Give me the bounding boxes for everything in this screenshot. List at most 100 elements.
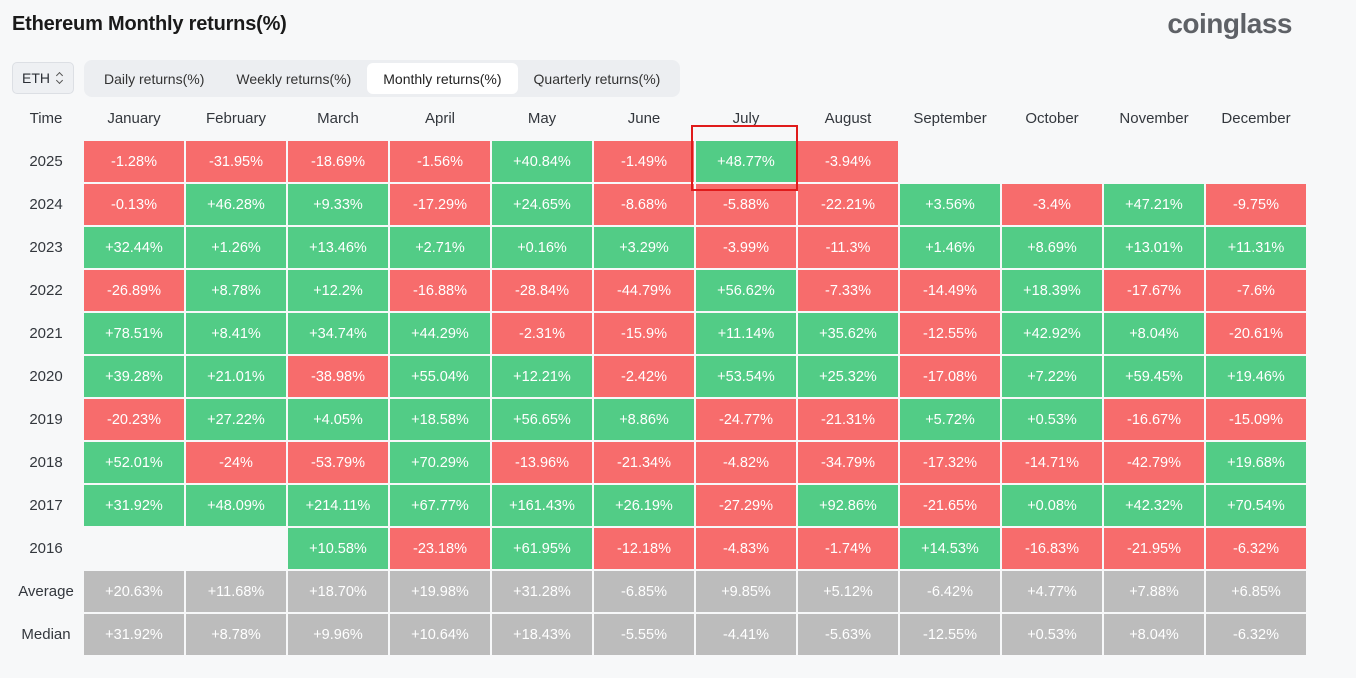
return-cell: -34.79% <box>798 442 898 483</box>
summary-cell: -12.55% <box>900 614 1000 655</box>
return-cell: +48.77% <box>696 141 796 182</box>
return-cell <box>84 528 184 569</box>
tab-monthly[interactable]: Monthly returns(%) <box>367 63 518 94</box>
summary-cell: +31.28% <box>492 571 592 612</box>
return-cell: +19.68% <box>1206 442 1306 483</box>
return-cell: +56.65% <box>492 399 592 440</box>
return-cell: -1.49% <box>594 141 694 182</box>
summary-cell: +6.85% <box>1206 571 1306 612</box>
return-cell <box>1002 141 1102 182</box>
return-cell: -23.18% <box>390 528 490 569</box>
return-cell: +61.95% <box>492 528 592 569</box>
return-cell: +35.62% <box>798 313 898 354</box>
asset-select-value: ETH <box>22 70 50 86</box>
return-cell: +10.58% <box>288 528 388 569</box>
return-cell: +18.39% <box>1002 270 1102 311</box>
return-cell: +39.28% <box>84 356 184 397</box>
return-cell: +11.31% <box>1206 227 1306 268</box>
return-cell <box>900 141 1000 182</box>
tab-weekly[interactable]: Weekly returns(%) <box>236 70 352 87</box>
return-cell: -17.08% <box>900 356 1000 397</box>
return-cell: +52.01% <box>84 442 184 483</box>
row-label-year: 2017 <box>29 497 63 514</box>
column-header-month: December <box>1221 110 1291 127</box>
return-cell: -17.32% <box>900 442 1000 483</box>
return-cell: +12.21% <box>492 356 592 397</box>
row-label-summary: Median <box>21 626 71 643</box>
return-cell: +31.92% <box>84 485 184 526</box>
return-cell: -3.99% <box>696 227 796 268</box>
summary-cell: -5.55% <box>594 614 694 655</box>
return-cell: -15.9% <box>594 313 694 354</box>
return-cell: -14.71% <box>1002 442 1102 483</box>
summary-cell: +8.78% <box>186 614 286 655</box>
column-header-month: July <box>732 110 760 127</box>
return-cell: -17.67% <box>1104 270 1204 311</box>
return-cell: +8.69% <box>1002 227 1102 268</box>
return-cell: -21.95% <box>1104 528 1204 569</box>
return-cell: -24% <box>186 442 286 483</box>
return-cell: -15.09% <box>1206 399 1306 440</box>
return-cell: -8.68% <box>594 184 694 225</box>
summary-cell: +4.77% <box>1002 571 1102 612</box>
return-cell: -21.65% <box>900 485 1000 526</box>
row-label-year: 2018 <box>29 454 63 471</box>
return-cell: -13.96% <box>492 442 592 483</box>
return-cell: -5.88% <box>696 184 796 225</box>
return-cell: -7.33% <box>798 270 898 311</box>
coinglass-logo: coinglass <box>1167 8 1292 39</box>
return-cell: -12.55% <box>900 313 1000 354</box>
asset-select[interactable]: ETH <box>12 62 74 94</box>
return-cell: +2.71% <box>390 227 490 268</box>
return-cell: +0.08% <box>1002 485 1102 526</box>
return-cell: +27.22% <box>186 399 286 440</box>
return-cell: +34.74% <box>288 313 388 354</box>
return-cell: -16.67% <box>1104 399 1204 440</box>
return-cell: +24.65% <box>492 184 592 225</box>
returns-table: Time January February March April May June July… <box>10 98 1306 655</box>
return-cell: -31.95% <box>186 141 286 182</box>
page-title: Ethereum Monthly returns(%) <box>12 13 287 35</box>
return-cell: +48.09% <box>186 485 286 526</box>
return-cell: +26.19% <box>594 485 694 526</box>
return-cell: -14.49% <box>900 270 1000 311</box>
period-tabs: Daily returns(%) Weekly returns(%) Month… <box>84 60 681 97</box>
return-cell: +44.29% <box>390 313 490 354</box>
return-cell: +55.04% <box>390 356 490 397</box>
column-header-month: May <box>527 110 557 127</box>
return-cell: -18.69% <box>288 141 388 182</box>
row-label-year: 2022 <box>29 282 63 299</box>
return-cell: +8.04% <box>1104 313 1204 354</box>
return-cell: +3.29% <box>594 227 694 268</box>
tab-quarterly[interactable]: Quarterly returns(%) <box>533 70 661 87</box>
return-cell: +78.51% <box>84 313 184 354</box>
column-header-month: March <box>317 110 359 127</box>
summary-cell: +7.88% <box>1104 571 1204 612</box>
column-header-month: February <box>205 110 267 127</box>
summary-cell: +18.70% <box>288 571 388 612</box>
return-cell: +9.33% <box>288 184 388 225</box>
return-cell: +67.77% <box>390 485 490 526</box>
return-cell: -42.79% <box>1104 442 1204 483</box>
return-cell: +42.92% <box>1002 313 1102 354</box>
return-cell: +12.2% <box>288 270 388 311</box>
tab-daily[interactable]: Daily returns(%) <box>104 70 205 87</box>
return-cell: +47.21% <box>1104 184 1204 225</box>
return-cell: +214.11% <box>288 485 388 526</box>
column-header-month: September <box>913 110 987 127</box>
return-cell: +92.86% <box>798 485 898 526</box>
return-cell: +3.56% <box>900 184 1000 225</box>
row-label-year: 2020 <box>29 368 63 385</box>
return-cell: -24.77% <box>696 399 796 440</box>
return-cell: -6.32% <box>1206 528 1306 569</box>
return-cell: -1.28% <box>84 141 184 182</box>
return-cell: +5.72% <box>900 399 1000 440</box>
return-cell: -3.4% <box>1002 184 1102 225</box>
return-cell: -12.18% <box>594 528 694 569</box>
return-cell: +1.46% <box>900 227 1000 268</box>
summary-cell: +0.53% <box>1002 614 1102 655</box>
row-label-year: 2016 <box>29 540 63 557</box>
row-label-year: 2021 <box>29 325 63 342</box>
return-cell <box>1206 141 1306 182</box>
return-cell: -7.6% <box>1206 270 1306 311</box>
